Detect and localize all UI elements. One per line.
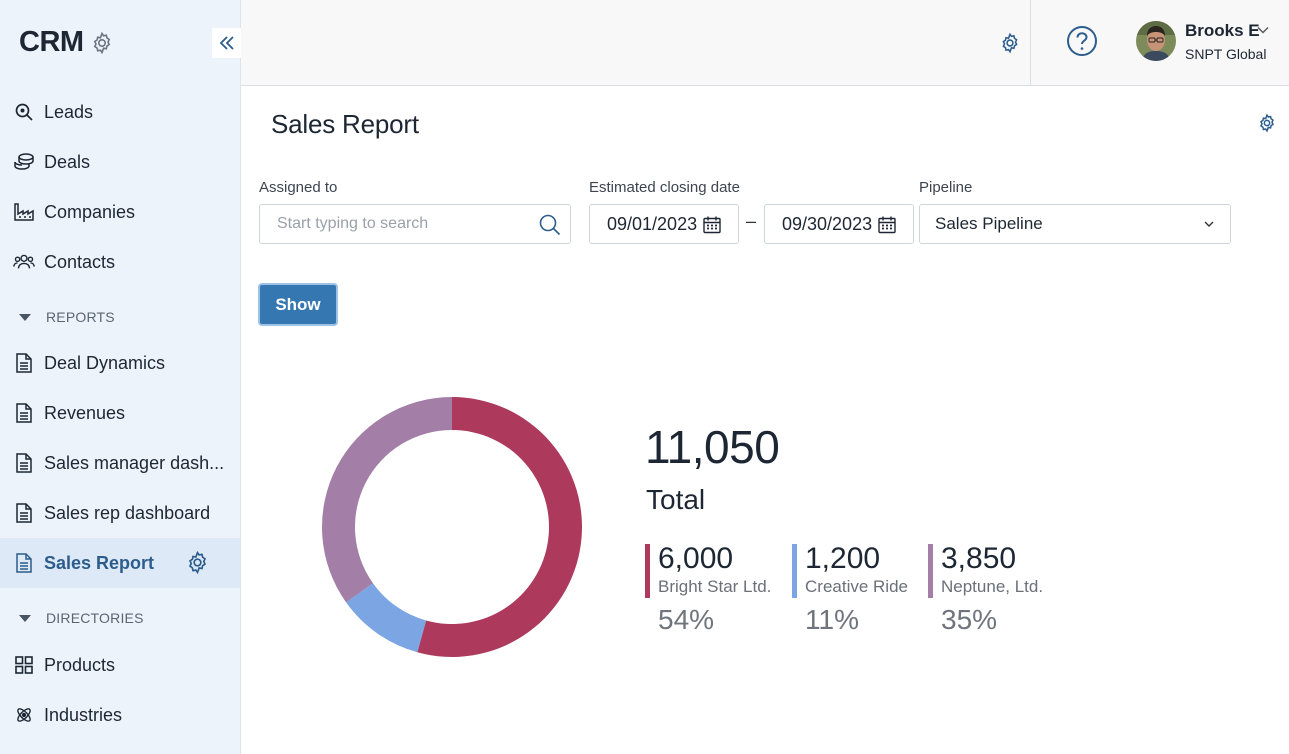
sidebar-item-label: Industries (44, 704, 123, 725)
sidebar-item-label: Companies (44, 201, 136, 222)
donut-slice-0[interactable] (417, 397, 582, 657)
calendar-icon[interactable] (877, 215, 897, 235)
date-to-value: 09/30/2023 (782, 213, 873, 234)
help-icon[interactable] (1066, 25, 1098, 57)
document-icon (13, 352, 35, 374)
sidebar-item-label: Leads (44, 101, 94, 122)
sidebar-item-label: Deal Dynamics (44, 352, 166, 373)
legend-name: Bright Star Ltd. (658, 577, 772, 596)
search-icon (13, 101, 35, 123)
app-title: CRM (19, 26, 84, 58)
assigned-to-label: Assigned to (259, 179, 338, 196)
document-icon (13, 452, 35, 474)
total-value: 11,050 (645, 421, 780, 473)
sidebar-item-label: Sales Report (44, 552, 155, 573)
sidebar-item-label: Products (44, 654, 116, 675)
pipeline-label: Pipeline (919, 179, 973, 196)
sidebar-item-deal-dynamics[interactable]: Deal Dynamics (0, 338, 240, 388)
total-label: Total (646, 484, 706, 515)
avatar[interactable] (1136, 21, 1176, 61)
gear-icon[interactable] (185, 550, 210, 575)
document-icon (13, 402, 35, 424)
legend-color-bar (645, 544, 650, 598)
sidebar-item-products[interactable]: Products (0, 640, 240, 690)
sidebar-item-sales-manager-dashboard[interactable]: Sales manager dash... (0, 438, 240, 488)
document-icon (13, 502, 35, 524)
sidebar-item-contacts[interactable]: Contacts (0, 237, 240, 287)
pipeline-select[interactable]: Sales Pipeline (919, 204, 1231, 244)
gear-icon[interactable] (999, 32, 1021, 54)
legend-percent: 11% (805, 604, 859, 635)
sidebar-item-sales-report[interactable]: Sales Report (0, 538, 240, 588)
sidebar-item-deals[interactable]: Deals (0, 137, 240, 187)
closing-date-label: Estimated closing date (589, 179, 740, 196)
document-icon (13, 552, 35, 574)
sidebar-item-revenues[interactable]: Revenues (0, 388, 240, 438)
gear-icon[interactable] (1257, 113, 1277, 133)
collapse-sidebar-button[interactable] (212, 28, 241, 58)
sidebar-item-label: Contacts (44, 251, 116, 272)
legend-color-bar (792, 544, 797, 598)
legend-color-bar (928, 544, 933, 598)
assigned-to-field[interactable] (259, 204, 571, 244)
sidebar-item-companies[interactable]: Companies (0, 187, 240, 237)
show-button[interactable]: Show (258, 283, 338, 326)
grid-icon (13, 654, 35, 676)
donut-slice-1[interactable] (346, 583, 427, 653)
section-reports[interactable]: REPORTS (19, 309, 115, 325)
sidebar-item-label: Revenues (44, 402, 126, 423)
date-from-value: 09/01/2023 (607, 213, 698, 234)
sidebar: CRM Leads Deals Companies Contacts (0, 0, 241, 754)
legend-name: Neptune, Ltd. (941, 577, 1044, 596)
legend-value: 6,000 (658, 542, 734, 575)
gear-icon[interactable] (90, 31, 114, 55)
sidebar-item-label: Sales manager dash... (44, 452, 225, 473)
assigned-to-input[interactable] (277, 215, 537, 233)
chevron-down-icon[interactable] (1257, 26, 1269, 34)
section-label: REPORTS (46, 309, 115, 325)
section-label: DIRECTORIES (46, 610, 144, 626)
section-directories[interactable]: DIRECTORIES (19, 610, 144, 626)
legend-percent: 35% (941, 604, 998, 635)
pipeline-value: Sales Pipeline (935, 214, 1043, 233)
legend-value: 1,200 (805, 542, 881, 575)
search-icon[interactable] (538, 213, 562, 237)
triangle-down-icon (19, 313, 31, 321)
user-name[interactable]: Brooks E (1185, 21, 1260, 40)
sidebar-item-label: Deals (44, 151, 91, 172)
donut-chart (322, 397, 582, 657)
brand: CRM (19, 26, 114, 59)
donut-slice-2[interactable] (322, 397, 452, 603)
sidebar-item-label: Sales rep dashboard (44, 502, 211, 523)
divider (1030, 0, 1031, 86)
legend-name: Creative Ride (805, 577, 908, 596)
people-icon (13, 251, 35, 273)
top-bar: Brooks E SNPT Global (241, 0, 1289, 86)
user-organization: SNPT Global (1185, 46, 1267, 62)
date-range-separator: – (746, 211, 757, 231)
calendar-icon[interactable] (702, 215, 722, 235)
date-to-field[interactable]: 09/30/2023 (764, 204, 914, 244)
triangle-down-icon (19, 614, 31, 622)
factory-icon (13, 201, 35, 223)
date-from-field[interactable]: 09/01/2023 (589, 204, 739, 244)
legend-value: 3,850 (941, 542, 1017, 575)
sidebar-item-leads[interactable]: Leads (0, 87, 240, 137)
sidebar-item-sales-rep-dashboard[interactable]: Sales rep dashboard (0, 488, 240, 538)
chevron-down-icon (1204, 221, 1214, 227)
legend-percent: 54% (658, 604, 715, 635)
sidebar-item-industries[interactable]: Industries (0, 690, 240, 740)
page-title: Sales Report (271, 109, 419, 139)
coins-icon (13, 151, 35, 173)
atom-icon (13, 704, 35, 726)
double-chevron-left-icon (219, 36, 234, 50)
